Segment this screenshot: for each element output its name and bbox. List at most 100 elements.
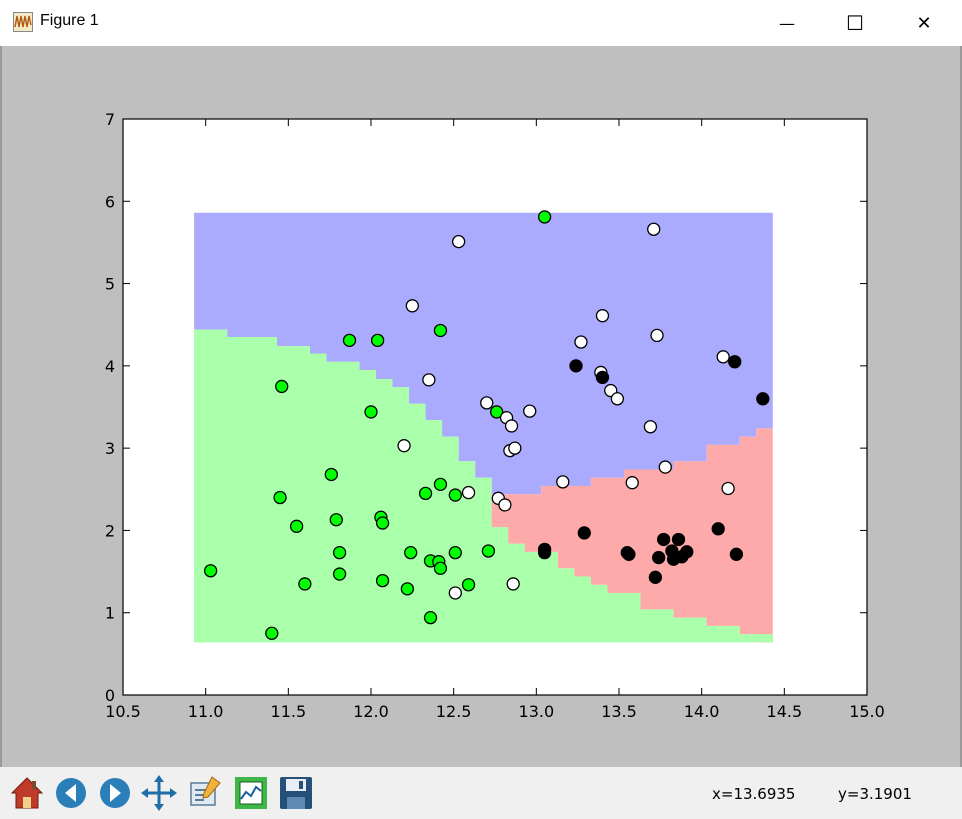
green-class-point xyxy=(418,486,433,501)
green-class-point xyxy=(275,379,289,394)
white-class-point xyxy=(397,439,411,453)
green-class-point xyxy=(332,545,347,560)
white-class-point xyxy=(422,373,436,387)
white-class-point xyxy=(595,309,610,323)
maximize-icon: ☐ xyxy=(846,11,864,35)
white-class-point xyxy=(506,577,520,591)
green-class-point xyxy=(364,405,378,419)
zoom-button[interactable] xyxy=(186,773,224,813)
green-class-point xyxy=(481,544,496,558)
white-class-point xyxy=(721,481,735,496)
white-class-point xyxy=(480,396,494,410)
black-class-point xyxy=(729,547,744,561)
green-class-point xyxy=(375,516,390,530)
y-tick-label: 6 xyxy=(105,192,115,211)
white-class-point xyxy=(504,419,519,433)
white-class-point xyxy=(650,328,664,343)
green-class-point xyxy=(265,626,279,640)
black-class-point xyxy=(728,355,742,369)
plot-frame xyxy=(122,118,868,696)
white-class-point xyxy=(716,350,730,364)
black-class-point xyxy=(577,526,591,540)
figure-canvas[interactable]: 10.5 11.0 11.5 12.0 12.5 13.0 13.5 14.0 14.5 15.0… xyxy=(0,46,962,767)
red-decision-region xyxy=(491,428,773,643)
y-coordinate-readout: y=3.1901 xyxy=(838,785,912,803)
green-class-point xyxy=(537,210,552,224)
x-tick-label: 10.5 xyxy=(105,702,141,721)
green-class-point xyxy=(433,323,448,338)
white-class-point xyxy=(625,476,639,490)
green-class-point xyxy=(375,573,390,588)
minimize-icon: — xyxy=(779,13,795,33)
minimize-button[interactable]: — xyxy=(764,0,810,46)
white-class-point xyxy=(643,420,658,434)
x-tick-label: 11.0 xyxy=(188,702,224,721)
scatter-chart[interactable]: 10.5 11.0 11.5 12.0 12.5 13.0 13.5 14.0 14.5 15.0… xyxy=(2,46,960,767)
x-tick-label: 15.0 xyxy=(849,702,885,721)
black-class-point xyxy=(680,545,694,559)
close-button[interactable]: ✕ xyxy=(901,0,947,46)
white-class-point xyxy=(658,460,672,474)
green-class-point xyxy=(298,577,312,591)
green-class-point xyxy=(273,490,287,505)
close-icon: ✕ xyxy=(916,12,932,34)
black-class-point xyxy=(622,547,636,561)
green-class-point xyxy=(433,561,448,575)
white-class-point xyxy=(405,299,419,313)
green-class-point xyxy=(448,488,462,502)
maximize-button[interactable]: ☐ xyxy=(832,0,878,46)
navigation-toolbar xyxy=(0,767,962,819)
black-class-point xyxy=(656,532,671,547)
black-class-point xyxy=(652,550,666,565)
subplots-icon xyxy=(235,777,267,809)
white-class-point xyxy=(523,404,537,418)
back-arrow-icon xyxy=(56,778,86,808)
save-button[interactable] xyxy=(277,773,315,813)
green-class-point xyxy=(423,611,438,625)
white-class-point xyxy=(610,392,624,406)
green-class-point xyxy=(490,405,504,419)
forward-button[interactable] xyxy=(96,773,134,813)
matplotlib-app-icon xyxy=(13,12,33,32)
black-class-point xyxy=(537,545,552,560)
window-title: Figure 1 xyxy=(40,12,99,29)
white-class-point xyxy=(461,485,476,500)
home-button[interactable] xyxy=(8,773,46,813)
zoom-rect-icon xyxy=(190,776,221,806)
green-class-point xyxy=(332,567,347,581)
y-tick-label: 7 xyxy=(105,110,115,129)
pan-button[interactable] xyxy=(140,773,178,813)
white-class-point xyxy=(556,475,570,489)
subplots-button[interactable] xyxy=(232,773,270,813)
black-class-point xyxy=(648,570,663,584)
forward-arrow-icon xyxy=(100,778,130,808)
x-tick-label: 14.5 xyxy=(767,702,803,721)
white-class-point xyxy=(451,234,466,249)
black-class-point xyxy=(671,532,686,547)
y-tick-label: 3 xyxy=(105,439,115,458)
x-coordinate-readout: x=13.6935 xyxy=(712,785,796,803)
blue-decision-region xyxy=(194,212,773,495)
x-tick-label: 13.5 xyxy=(601,702,637,721)
y-tick-label: 4 xyxy=(105,357,115,376)
black-class-point xyxy=(756,392,770,406)
green-class-point xyxy=(289,519,304,533)
green-class-point xyxy=(329,513,343,527)
x-tick-label: 12.5 xyxy=(436,702,472,721)
back-button[interactable] xyxy=(52,773,90,813)
green-class-point xyxy=(324,467,338,482)
white-class-point xyxy=(508,441,522,455)
white-class-point xyxy=(448,586,462,600)
save-disk-icon xyxy=(280,777,312,809)
white-class-point xyxy=(574,335,588,349)
y-tick-label: 5 xyxy=(105,275,115,294)
y-tick-label: 0 xyxy=(105,686,115,705)
green-class-point xyxy=(400,582,415,596)
green-class-point xyxy=(370,333,385,347)
black-class-point xyxy=(711,522,725,536)
green-class-point xyxy=(404,545,418,560)
green-decision-region-corner xyxy=(756,634,773,643)
green-class-point xyxy=(342,333,357,347)
green-class-point xyxy=(433,477,448,491)
x-tick-label: 11.5 xyxy=(271,702,307,721)
